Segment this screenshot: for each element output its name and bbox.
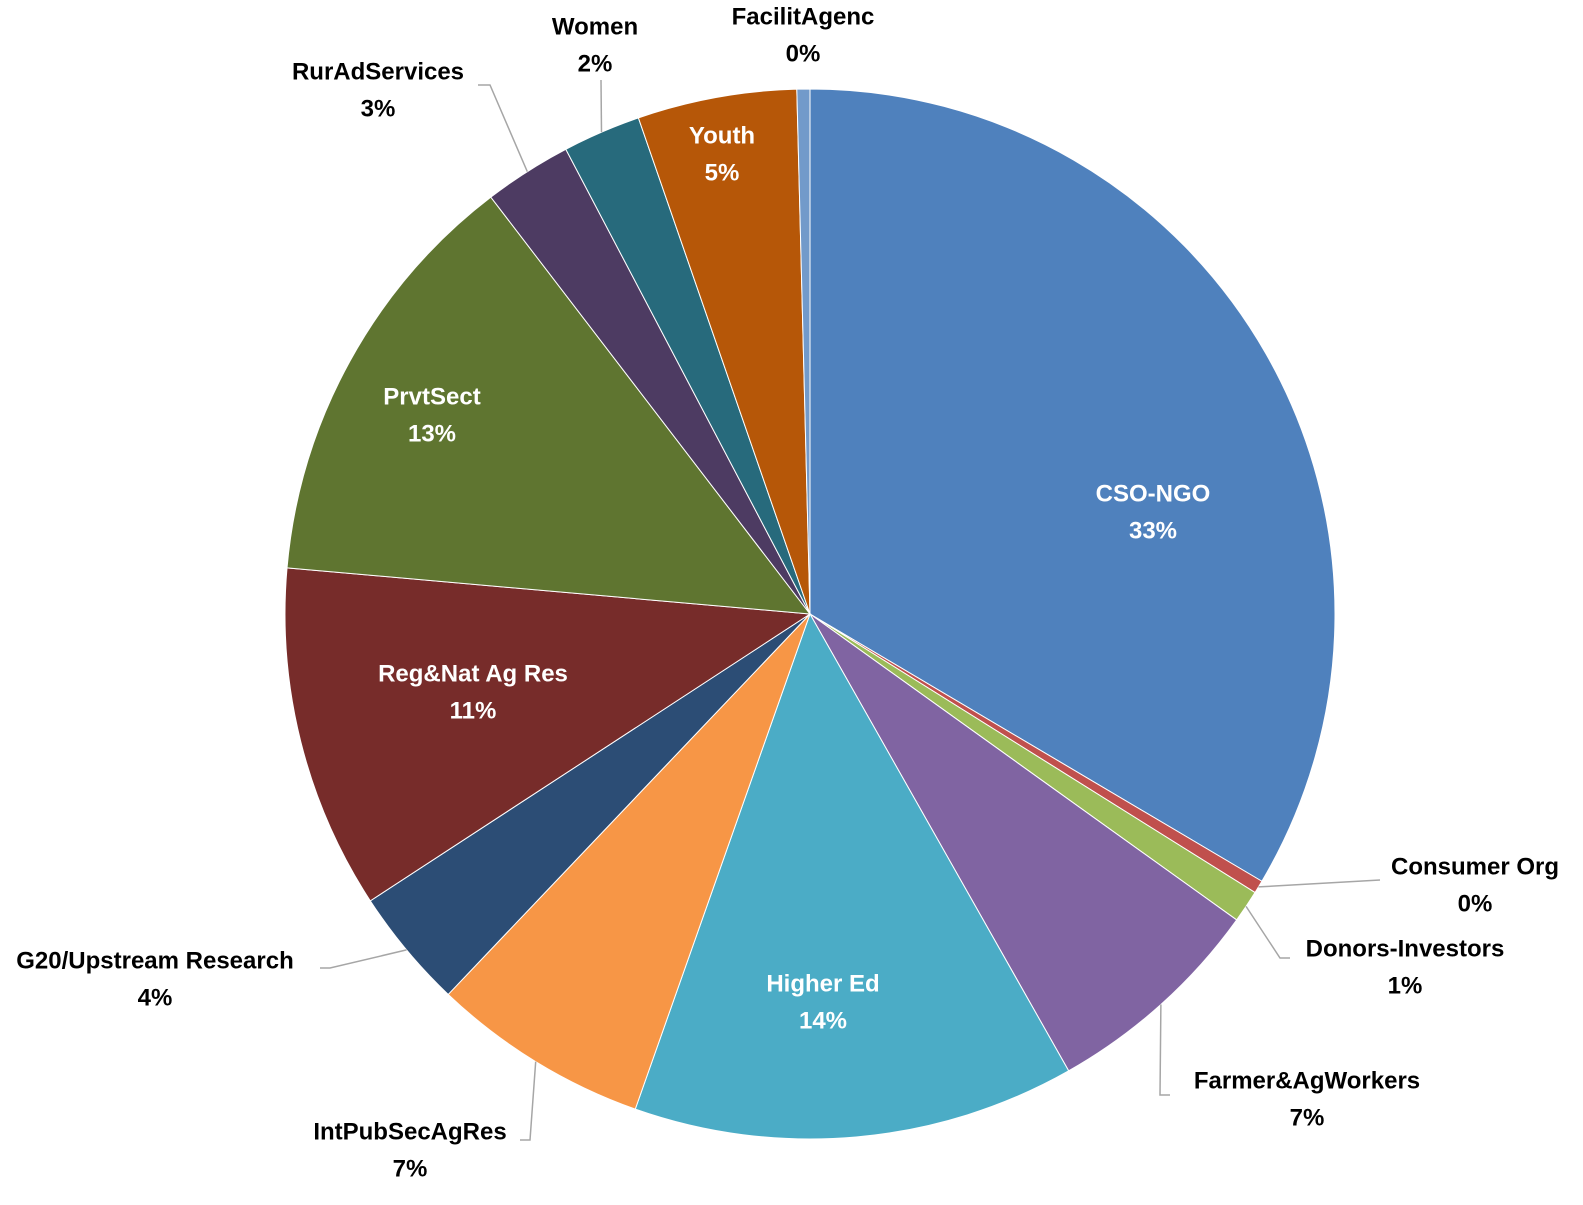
slice-name: FacilitAgenc [732,3,875,30]
slice-value-label: 4% [138,984,173,1011]
slice-name: PrvtSect [383,383,480,410]
leader-line [520,1062,536,1140]
slice-name: Youth [689,122,755,149]
slice-value-label: 3% [361,95,396,122]
leader-line [320,950,407,968]
slice-value-label: 0% [1458,890,1493,917]
slice-name: CSO-NGO [1096,480,1211,507]
slice-value-label: 33% [1129,517,1177,544]
leader-line [1160,1005,1170,1095]
slice-value-label: 1% [1388,972,1423,999]
slice-name: IntPubSecAgRes [313,1118,506,1145]
leader-line [478,85,527,172]
slice-value-label: 14% [799,1007,847,1034]
leader-line [1246,906,1290,958]
slice-name: Consumer Org [1391,853,1559,880]
slice-value-label: 13% [408,420,456,447]
slice-name: Farmer&AgWorkers [1194,1067,1420,1094]
slice-value-label: 5% [705,159,740,186]
slice-name: Reg&Nat Ag Res [378,660,568,687]
slice-value-label: 0% [786,40,821,67]
slice-name: RurAdServices [292,58,464,85]
slice-name: Women [552,13,638,40]
slice-name: G20/Upstream Research [16,947,293,974]
slice-name: Donors-Investors [1306,935,1505,962]
slice-value-label: 2% [578,50,613,77]
slice-value-label: 7% [1290,1104,1325,1131]
slice-value-label: 7% [393,1155,428,1182]
slice-name: Higher Ed [766,970,879,997]
slice-value-label: 11% [450,697,497,724]
leader-line [1258,880,1380,887]
